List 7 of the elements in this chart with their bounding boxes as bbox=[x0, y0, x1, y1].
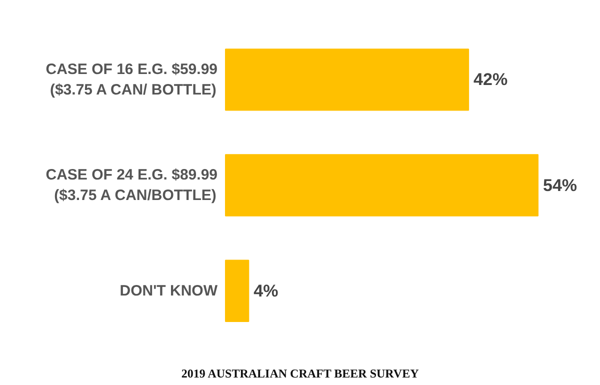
text: 2019 AUSTRALIAN CRAFT BEER SURVEY bbox=[181, 366, 420, 380]
data-label: 42% bbox=[474, 70, 508, 90]
y-tick-label: CASE OF 24 E.G. $89.99 ($3.75 A CAN/BOTTLE) bbox=[46, 166, 218, 204]
y-tick-label: CASE OF 16 E.G. $59.99 ($3.75 A CAN/ BOTTLE) bbox=[46, 60, 218, 98]
data-label: 54% bbox=[543, 176, 578, 195]
data-label: 4% bbox=[254, 281, 278, 300]
y-tick-label: DON'T KNOW bbox=[120, 282, 218, 300]
